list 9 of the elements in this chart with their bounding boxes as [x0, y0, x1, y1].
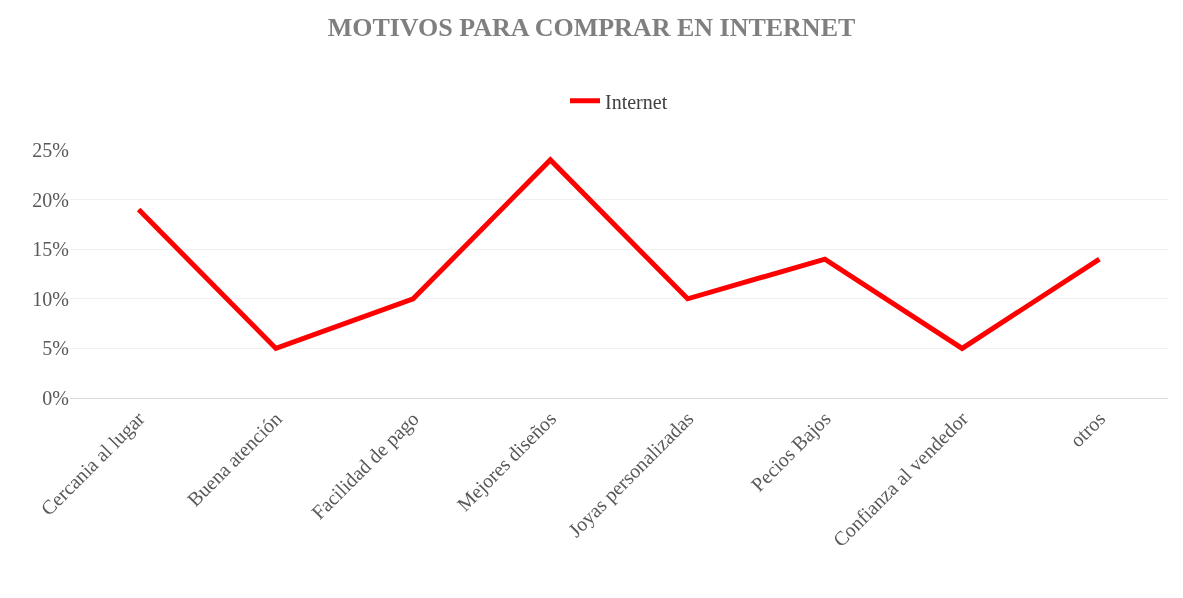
- y-tick-label: 15%: [32, 238, 69, 261]
- chart-title: MOTIVOS PARA COMPRAR EN INTERNET: [327, 13, 856, 43]
- y-tick-label: 20%: [32, 188, 69, 211]
- y-tick-label: 10%: [32, 287, 69, 310]
- y-tick-label: 0%: [42, 387, 69, 409]
- legend-label: Internet: [605, 90, 668, 113]
- y-tick-label: 5%: [42, 337, 69, 360]
- x-tick-label: otros: [1065, 407, 1110, 452]
- y-tick-label: 25%: [32, 139, 69, 161]
